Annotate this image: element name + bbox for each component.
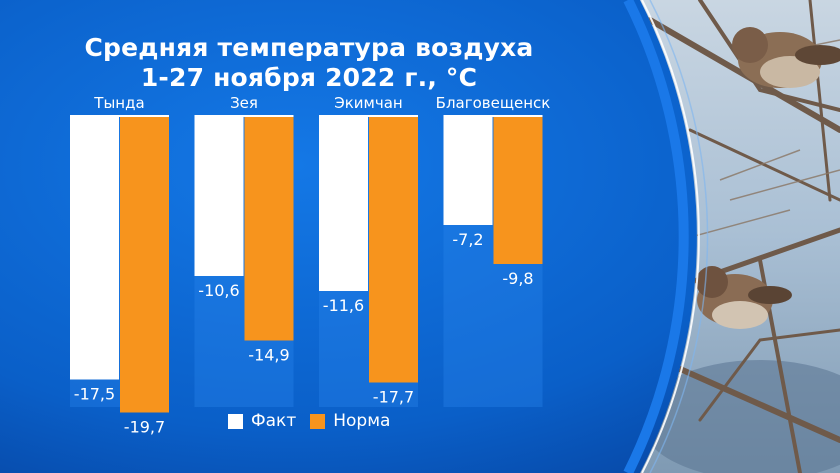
category-topline-0	[70, 115, 169, 117]
category-label: Благовещенск	[436, 94, 551, 112]
bar-fact	[319, 117, 368, 291]
category-label: Зея	[230, 94, 258, 112]
decorative-arc-light	[649, 0, 709, 473]
decorative-arc-outer	[623, 0, 689, 473]
category-topline-1	[194, 115, 294, 117]
bars	[70, 117, 543, 413]
legend-item-norm: Норма	[310, 411, 390, 431]
sparrow-middle	[696, 266, 792, 329]
legend-label-fact: Факт	[251, 411, 297, 431]
legend-label-norm: Норма	[333, 411, 391, 431]
data-label-norm: -19,7	[124, 418, 165, 437]
legend: Факт Норма	[228, 409, 390, 433]
data-label-norm: -14,9	[248, 346, 289, 365]
category-label: Экимчан	[334, 94, 402, 112]
legend-item-fact: Факт	[228, 411, 296, 431]
bar-norm	[369, 117, 418, 383]
bar-fact	[70, 117, 119, 380]
data-label-fact: -17,5	[74, 385, 115, 404]
bar-fact	[443, 117, 493, 225]
data-label-fact: -11,6	[323, 296, 364, 315]
decorative-arc-inner	[641, 0, 700, 473]
bar-norm	[120, 117, 169, 413]
data-label-fact: -7,2	[452, 230, 483, 249]
data-label-norm: -17,7	[373, 388, 414, 407]
sparrow-top	[732, 27, 840, 88]
legend-swatch-fact	[228, 413, 243, 429]
chart-title-line-1: Средняя температура воздуха	[84, 33, 534, 62]
chart-title-line-2: 1-27 ноября 2022 г., °С	[140, 63, 478, 92]
data-label-fact: -10,6	[198, 281, 239, 300]
category-labels: Тында Зея Экимчан Благовещенск	[93, 94, 550, 112]
bar-norm	[244, 117, 294, 341]
category-topline-2	[319, 115, 418, 117]
value-labels: -17,5 -19,7 -10,6 -14,9 -11,6 -17,7 -7,2 -9,8	[74, 230, 534, 437]
bar-fact	[194, 117, 244, 276]
sparrows-on-branches-photo	[640, 0, 840, 473]
data-label-norm: -9,8	[502, 269, 533, 288]
category-label: Тында	[93, 94, 144, 112]
category-topline-3	[443, 115, 543, 117]
bar-norm	[493, 117, 543, 264]
legend-swatch-norm	[310, 413, 326, 429]
